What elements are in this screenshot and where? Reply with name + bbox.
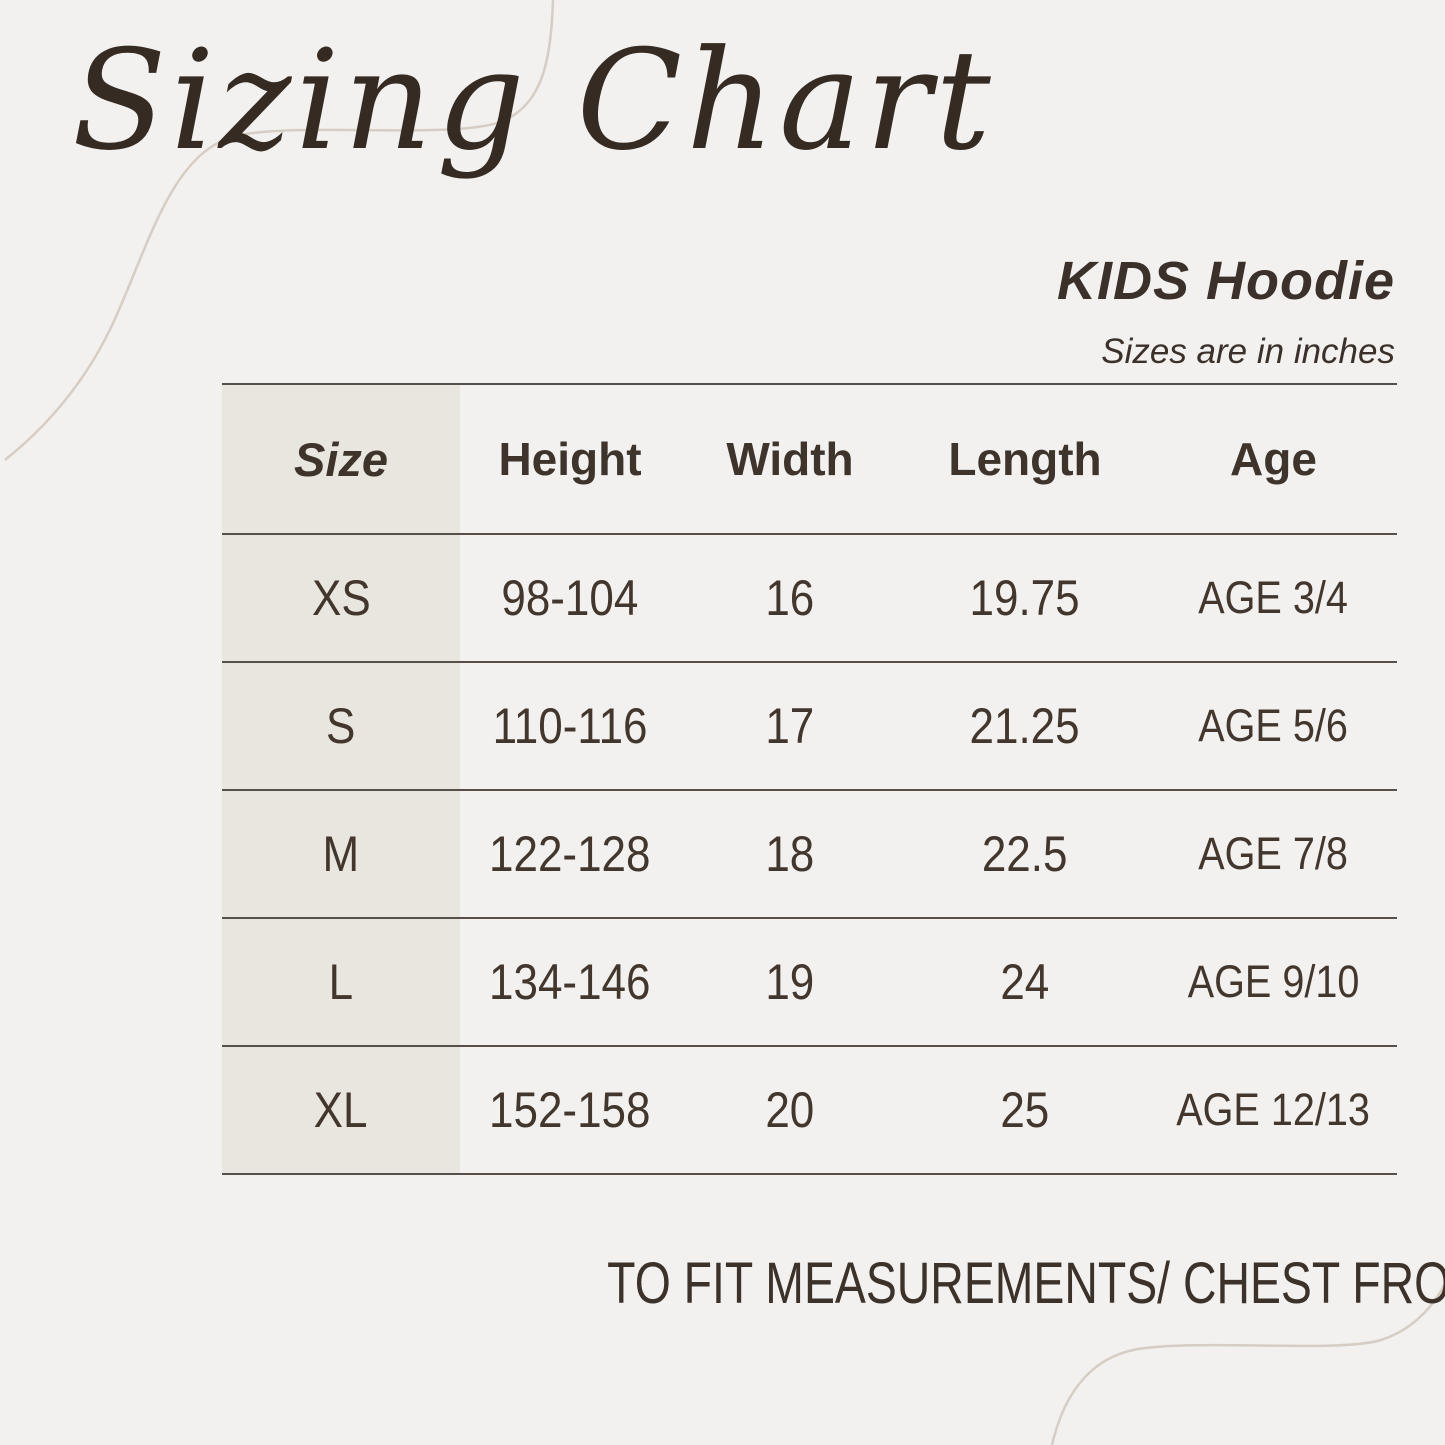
- cell-height: 152-158: [489, 1082, 651, 1138]
- cell-size: L: [328, 954, 354, 1010]
- cell-length: 25: [1000, 1082, 1050, 1138]
- cell-width: 19: [765, 954, 815, 1010]
- table-row-s: S 110-116 17 21.25 AGE 5/6: [222, 663, 1397, 791]
- cell-length: 22.5: [982, 826, 1068, 882]
- column-header-length: Length: [948, 433, 1102, 485]
- cell-age: AGE 12/13: [1176, 1084, 1371, 1135]
- cell-size: XS: [311, 570, 371, 626]
- column-header-height: Height: [498, 433, 642, 485]
- cell-size: XL: [314, 1082, 368, 1138]
- cell-height: 110-116: [492, 698, 648, 754]
- cell-length: 19.75: [969, 570, 1081, 626]
- units-note: Sizes are in inches: [1101, 332, 1395, 371]
- column-header-width: Width: [726, 433, 854, 485]
- cell-length: 21.25: [969, 698, 1081, 754]
- cell-age: AGE 3/4: [1198, 572, 1349, 623]
- cell-width: 16: [765, 570, 815, 626]
- page-title: Sizing Chart: [72, 20, 995, 181]
- cell-height: 122-128: [489, 826, 651, 882]
- cell-width: 17: [765, 698, 815, 754]
- cell-width: 20: [765, 1082, 815, 1138]
- cell-size: S: [326, 698, 356, 754]
- cell-height: 98-104: [501, 570, 639, 626]
- size-table: Size Height Width Length Age XS 98-104 1…: [222, 383, 1397, 1175]
- footer-note: TO FIT MEASUREMENTS/ CHEST FRONT ONY: [607, 1251, 1445, 1316]
- cell-length: 24: [1000, 954, 1050, 1010]
- column-header-age: Age: [1230, 433, 1317, 485]
- cell-age: AGE 9/10: [1187, 956, 1360, 1007]
- cell-age: AGE 5/6: [1198, 700, 1349, 751]
- table-row-xs: XS 98-104 16 19.75 AGE 3/4: [222, 535, 1397, 663]
- table-header-row: Size Height Width Length Age: [222, 385, 1397, 535]
- product-name: KIDS Hoodie: [1056, 251, 1395, 311]
- size-column-band: [222, 385, 460, 1175]
- column-header-size: Size: [293, 432, 389, 486]
- table-row-m: M 122-128 18 22.5 AGE 7/8: [222, 791, 1397, 919]
- cell-height: 134-146: [489, 954, 651, 1010]
- table-row-l: L 134-146 19 24 AGE 9/10: [222, 919, 1397, 1047]
- subtitle-block: KIDS Hoodie Sizes are in inches: [1057, 250, 1395, 372]
- cell-width: 18: [765, 826, 815, 882]
- table-row-xl: XL 152-158 20 25 AGE 12/13: [222, 1047, 1397, 1175]
- cell-size: M: [322, 826, 360, 882]
- cell-age: AGE 7/8: [1198, 828, 1349, 879]
